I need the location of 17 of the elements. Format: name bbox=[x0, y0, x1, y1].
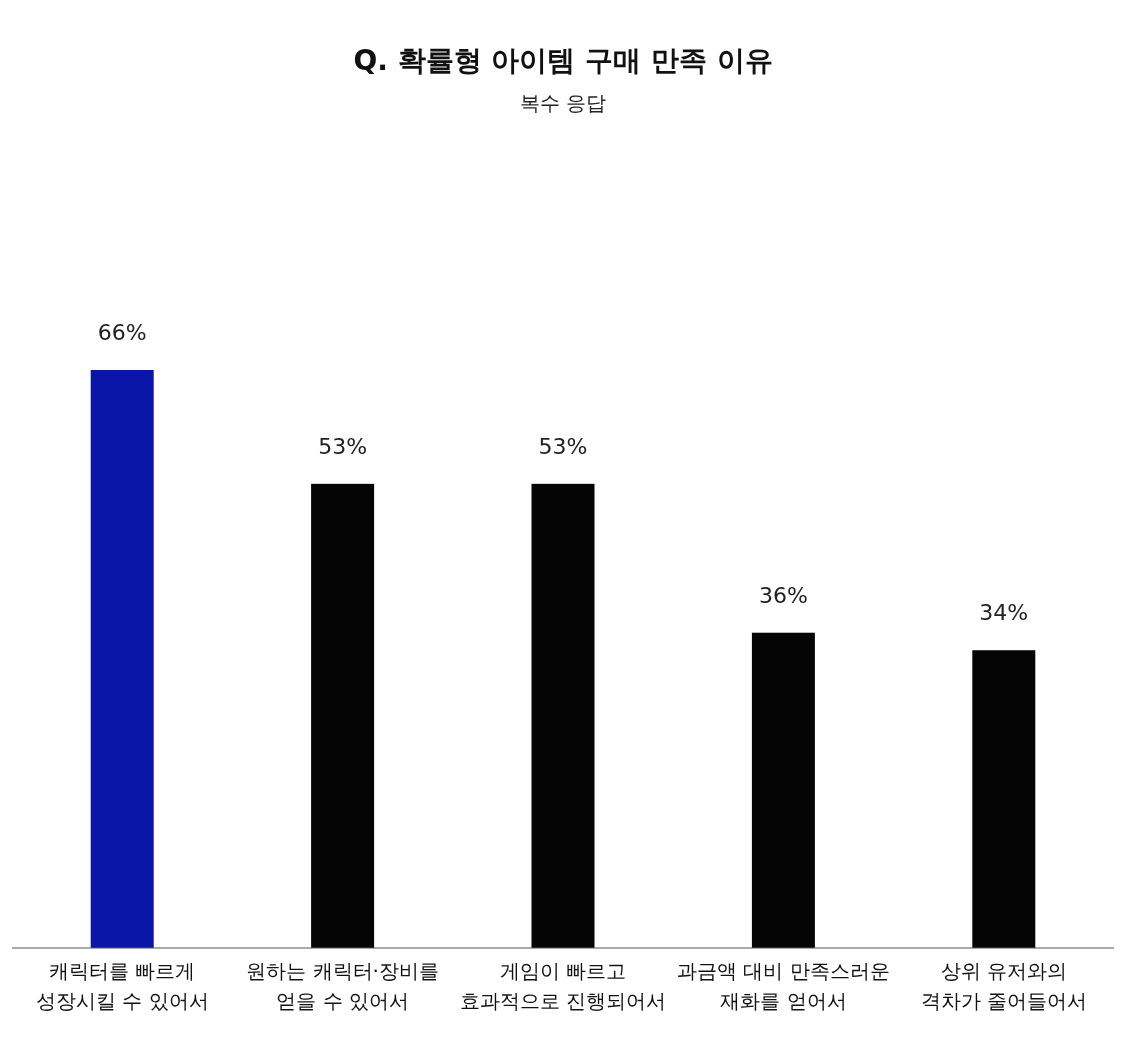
bar bbox=[972, 650, 1036, 948]
data-label: 53% bbox=[538, 433, 588, 459]
data-label: 53% bbox=[318, 433, 368, 459]
x-tick-label: 게임이 빠르고 효과적으로 진행되어서 bbox=[459, 959, 667, 1013]
chart-subtitle: 복수 응답 bbox=[519, 91, 607, 115]
data-label: 66% bbox=[97, 320, 147, 345]
bar bbox=[531, 483, 595, 948]
data-label: 34% bbox=[979, 600, 1029, 626]
chart-title: Q. 확률형 아이템 구매 만족 이유 bbox=[353, 44, 773, 77]
data-label: 36% bbox=[758, 582, 808, 608]
x-tick-label: 캐릭터를 빠르게 성장시킬 수 있어서 bbox=[35, 959, 209, 1013]
bar bbox=[751, 632, 815, 948]
x-tick-label: 원하는 캐릭터·장비를 얻을 수 있어서 bbox=[246, 959, 439, 1013]
bar bbox=[311, 483, 375, 948]
x-tick-label: 과금액 대비 만족스러운 재화를 얻어서 bbox=[677, 959, 890, 1013]
x-tick-label: 상위 유저와의 격차가 줄어들어서 bbox=[920, 959, 1087, 1013]
bar bbox=[90, 370, 154, 948]
